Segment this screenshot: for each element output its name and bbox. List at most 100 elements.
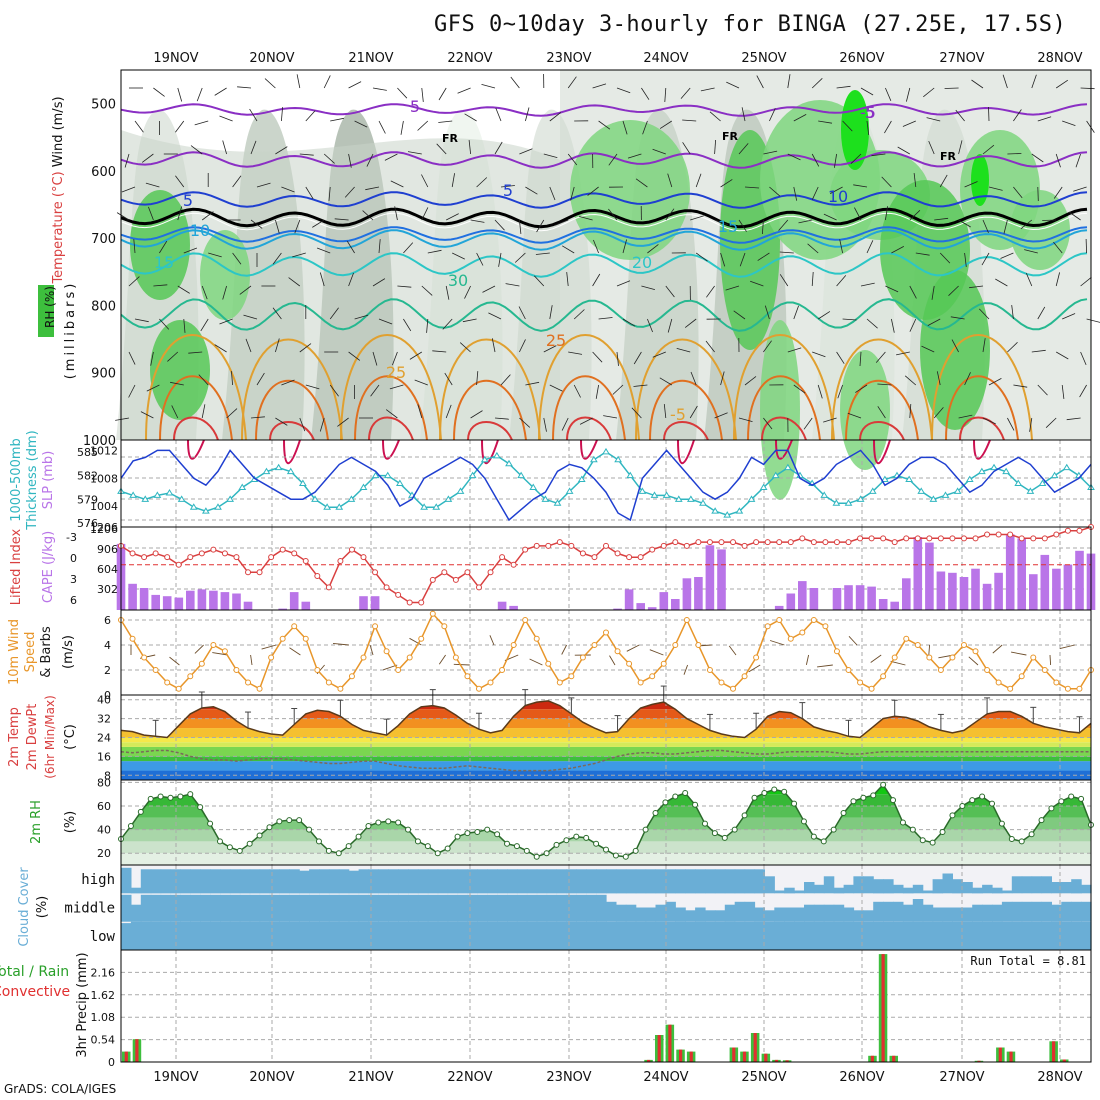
top-day-label: 25NOV — [741, 51, 786, 66]
thickness-marker — [880, 475, 889, 483]
wind-barb — [334, 218, 349, 221]
wind-speed-marker — [337, 685, 344, 692]
cloud-high-bar — [289, 869, 300, 894]
thickness-label-2: Thickness (dm) — [25, 430, 40, 530]
wind-barb — [700, 87, 715, 92]
cloud-middle-bar — [1001, 901, 1013, 922]
li-tick-label: 0 — [70, 552, 77, 565]
cloud-high-bar — [239, 869, 251, 894]
wind-barb — [256, 372, 265, 386]
cloud-low-bar — [556, 921, 567, 950]
wind-barb — [592, 351, 603, 363]
cloud-high-bar — [358, 869, 370, 894]
temp-band — [121, 695, 1091, 700]
wind-barb — [714, 412, 728, 419]
lifted-index-marker — [926, 535, 933, 542]
lifted-index-marker — [152, 550, 159, 557]
temp-tick-label: 32 — [97, 713, 111, 726]
cloud-low-bar — [388, 921, 399, 950]
rh-marker — [513, 843, 520, 850]
cloud-high-bar — [1041, 876, 1052, 894]
rh-green-area — [841, 90, 869, 170]
wind-barb — [219, 318, 233, 325]
wind-barb — [476, 252, 484, 266]
cloud-units: (%) — [35, 896, 50, 919]
wind-barb — [201, 211, 214, 221]
wind-barb — [200, 318, 209, 332]
thickness-marker — [990, 463, 998, 471]
cloud-middle-bar — [705, 910, 716, 922]
wind-barb — [275, 219, 280, 234]
wind-barb — [464, 285, 471, 299]
wind-barb — [372, 278, 386, 287]
warm-contour — [255, 380, 329, 441]
temperature-contour — [120, 298, 1088, 332]
wind-barb — [394, 206, 398, 221]
wind-barb — [305, 110, 316, 122]
cloud-middle-bar — [724, 904, 736, 922]
cloud-middle-bar — [507, 894, 518, 922]
wind-barb — [183, 247, 198, 254]
cape-bar — [786, 593, 796, 610]
cloud-low-bar — [1061, 921, 1072, 950]
rh-marker — [543, 850, 550, 857]
wind-barb — [133, 239, 136, 254]
thickness-marker — [662, 491, 671, 498]
wind-barb — [811, 78, 823, 89]
thickness-marker — [226, 495, 235, 502]
wind-barb — [823, 417, 837, 423]
lifted-index-marker — [672, 539, 679, 546]
wind-barb — [543, 153, 558, 158]
cape-bar — [509, 605, 518, 610]
top-day-label: 28NOV — [1037, 51, 1082, 66]
cloud-middle-bar — [487, 894, 498, 922]
rh-marker — [820, 838, 827, 845]
wind-barb — [348, 81, 362, 89]
wind-barb — [1053, 186, 1063, 199]
wind-barb — [535, 252, 550, 255]
lifted-index-marker — [360, 554, 367, 561]
temp-label-text: 2m Temp — [7, 707, 22, 767]
wind-units: (m/s) — [61, 635, 76, 669]
cloud-low-bar — [665, 921, 676, 950]
thickness-marker — [1050, 471, 1059, 479]
cloud-middle-bar — [804, 904, 815, 922]
wind-barb — [733, 310, 746, 320]
precip-convective-bar — [892, 1055, 896, 1062]
thickness-marker — [953, 487, 962, 494]
li-tick-label: 3 — [70, 573, 77, 586]
wind-barb — [159, 240, 168, 254]
wind-barb — [372, 351, 378, 366]
wind-barb — [409, 637, 422, 646]
wind-units-text: (m/s) — [61, 635, 76, 669]
wind-barb — [555, 219, 569, 226]
wind-label: 10m Wind — [7, 619, 22, 685]
wind-barb — [561, 245, 575, 254]
wind-barb — [219, 115, 233, 122]
wind-barb — [837, 384, 843, 399]
wind-barb — [354, 120, 368, 128]
rh-marker — [1028, 831, 1035, 838]
cloud-high-bar — [457, 869, 468, 894]
lifted-index-marker — [568, 542, 575, 549]
wind-barb — [1037, 116, 1052, 122]
temperature-contour — [120, 103, 1088, 117]
cloud-middle-bar — [863, 910, 874, 922]
wind-barb — [1066, 417, 1081, 421]
wind-barb — [177, 285, 190, 294]
cloud-low-bar — [487, 921, 498, 950]
precip-convective-bar — [1052, 1041, 1056, 1062]
wind-barb — [1055, 272, 1060, 287]
rh-marker — [1038, 817, 1045, 824]
cloud-middle-bar — [398, 894, 409, 922]
wind-barb — [714, 219, 728, 226]
lifted-index-marker — [464, 569, 471, 576]
rh-tick-label: 80 — [97, 776, 111, 789]
precip-convective-bar — [732, 1047, 736, 1062]
precip-tick-label: 0 — [108, 1056, 115, 1069]
wind-speed-marker — [487, 679, 494, 686]
cape-tick-label: 906 — [97, 543, 118, 556]
thickness-marker — [262, 467, 271, 475]
wind-barb — [1053, 241, 1063, 254]
wind-barb — [498, 252, 502, 267]
